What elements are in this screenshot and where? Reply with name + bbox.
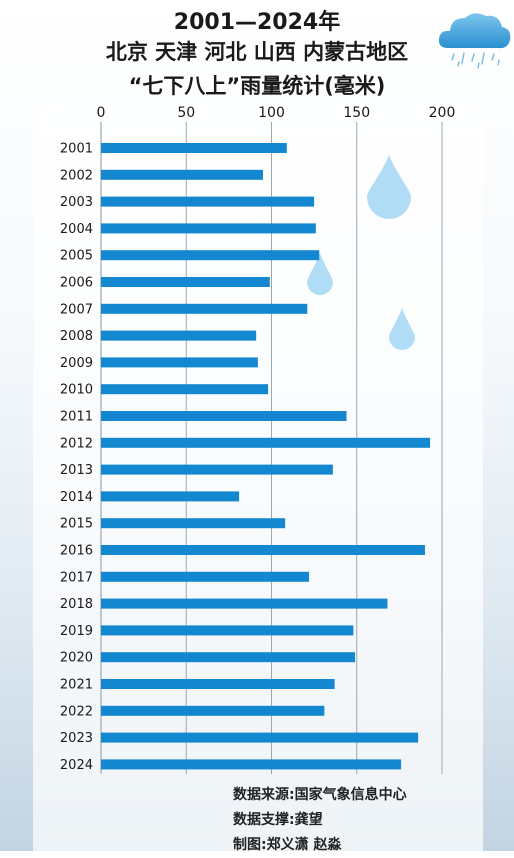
title-line-1: 2001—2024年 [173,10,341,35]
year-label: 2021 [60,678,93,693]
bar-2003 [101,196,315,207]
year-label: 2020 [60,651,93,666]
year-label: 2009 [60,356,93,371]
credit-design: 制图:郑义潇 赵淼 [233,837,342,853]
bar-2024 [101,759,402,770]
bar-2015 [101,518,286,529]
year-label: 2010 [60,383,93,398]
title-line-2: 北京 天津 河北 山西 内蒙古地区 [105,40,409,64]
bar-2018 [101,598,388,609]
year-label: 2016 [60,544,93,559]
x-tick-label: 0 [97,105,106,121]
bar-2010 [101,384,269,395]
title-line-3: “七下八上”雨量统计(毫米) [128,74,386,98]
year-label: 2018 [60,597,93,612]
year-label: 2023 [60,731,93,746]
year-label: 2008 [60,329,93,344]
year-label: 2024 [60,758,93,773]
year-label: 2014 [60,490,93,505]
year-label: 2005 [60,249,93,264]
bar-2006 [101,277,270,287]
year-label: 2011 [60,410,93,425]
year-label: 2003 [60,195,93,210]
year-label: 2017 [60,570,93,585]
bar-2016 [101,545,425,555]
year-label: 2002 [60,168,93,183]
rain-cloud-icon [438,13,511,69]
bar-2009 [101,357,258,368]
bar-2014 [101,491,240,502]
x-tick-label: 200 [429,105,456,121]
bar-2001 [101,143,287,153]
year-label: 2019 [60,624,93,639]
x-tick-label: 100 [258,105,285,121]
raindrop-icon [367,155,411,219]
raindrop-icon [389,308,415,350]
year-label: 2015 [60,517,93,532]
year-label: 2022 [60,704,93,719]
bar-2021 [101,679,335,689]
bar-2008 [101,330,257,341]
bar-2007 [101,303,308,314]
year-label: 2001 [60,142,93,157]
bar-2020 [101,652,356,663]
bar-2019 [101,625,354,636]
bar-2005 [101,250,320,261]
bar-2017 [101,571,310,582]
year-label: 2012 [60,436,93,451]
bar-2013 [101,464,333,475]
bar-2004 [101,223,316,234]
year-label: 2007 [60,302,93,317]
credit-source: 数据来源:国家气象信息中心 [233,787,407,803]
year-label: 2013 [60,463,93,478]
bar-2023 [101,732,419,743]
bar-2011 [101,411,347,421]
year-label: 2004 [60,222,93,237]
year-label: 2006 [60,276,93,291]
x-tick-label: 150 [343,105,370,121]
credit-support: 数据支撑:龚望 [233,812,323,828]
bar-2022 [101,705,325,716]
credits: 数据来源:国家气象信息中心 数据支撑:龚望 制图:郑义潇 赵淼 [233,783,407,858]
bar-2002 [101,169,263,180]
bar-2012 [101,437,431,448]
raindrop-icon [307,253,333,295]
x-tick-label: 50 [177,105,195,121]
